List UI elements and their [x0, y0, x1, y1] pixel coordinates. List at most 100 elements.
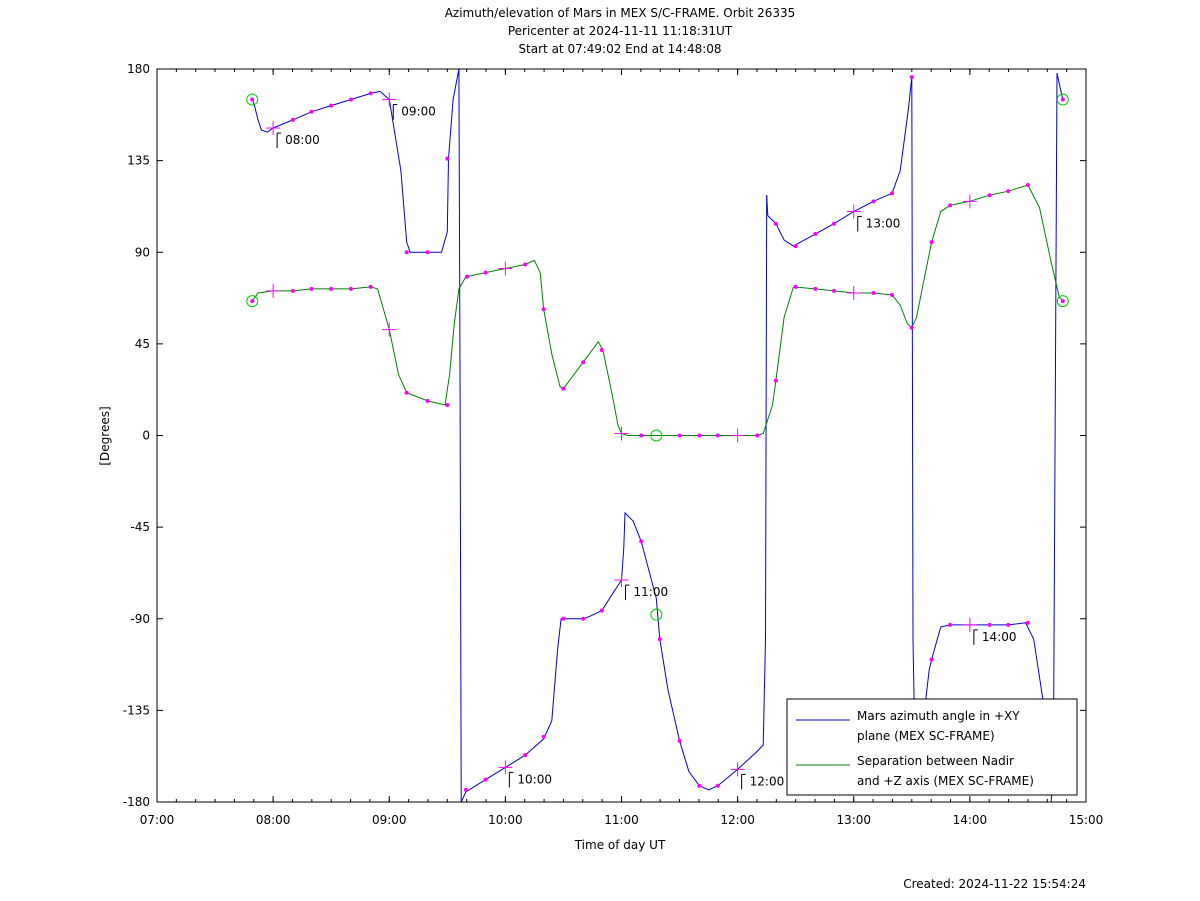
data-point-marker: [929, 240, 934, 245]
data-point-marker: [348, 97, 353, 102]
event-circle-marker: [1056, 295, 1069, 308]
azimuth-series-line: [251, 68, 460, 253]
chart-title: Azimuth/elevation of Mars in MEX S/C-FRA…: [445, 6, 796, 56]
data-point-marker: [909, 75, 914, 80]
azimuth-series-line: [458, 68, 462, 803]
data-point-marker: [404, 390, 409, 395]
data-point-marker: [368, 284, 373, 289]
time-marker-label: 14:00: [982, 630, 1017, 644]
data-point-marker: [309, 286, 314, 291]
data-point-marker: [599, 608, 604, 613]
event-circle-marker: [246, 93, 259, 106]
data-point-marker: [250, 97, 255, 102]
event-circle-marker: [650, 608, 663, 621]
data-point-marker: [657, 637, 662, 642]
time-cross-marker: [962, 617, 977, 632]
chart-title-line-1: Azimuth/elevation of Mars in MEX S/C-FRA…: [445, 6, 796, 20]
data-point-marker: [581, 360, 586, 365]
time-cross-marker: [498, 760, 513, 775]
data-point-marker: [483, 270, 488, 275]
hour-cross-marker: [962, 194, 977, 209]
time-marker-label: 12:00: [750, 774, 785, 788]
data-point-marker: [639, 539, 644, 544]
data-point-marker: [871, 290, 876, 295]
hour-cross-marker: [730, 428, 745, 443]
data-point-marker: [425, 250, 430, 255]
data-point-marker: [832, 221, 837, 226]
x-tick-label: 09:00: [372, 813, 407, 827]
azimuth-series-line: [911, 77, 915, 701]
x-tick-label: 10:00: [488, 813, 523, 827]
data-point-marker: [755, 433, 760, 438]
data-point-marker: [348, 286, 353, 291]
time-cross-marker: [614, 573, 629, 588]
data-point-marker: [368, 91, 373, 96]
data-point-marker: [813, 231, 818, 236]
data-point-marker: [250, 299, 255, 304]
x-tick-label: 14:00: [953, 813, 988, 827]
data-point-marker: [1006, 622, 1011, 627]
data-point-marker: [890, 191, 895, 196]
data-point-marker: [832, 288, 837, 293]
x-tick-label: 15:00: [1069, 813, 1104, 827]
y-axis-label: [Degrees]: [98, 406, 112, 465]
data-point-marker: [948, 622, 953, 627]
data-point-marker: [599, 347, 604, 352]
data-point-marker: [523, 262, 528, 267]
time-marker-label: 10:00: [517, 772, 552, 786]
data-point-marker: [987, 193, 992, 198]
event-circle-marker: [1056, 93, 1069, 106]
hour-cross-marker: [846, 285, 861, 300]
data-point-marker: [1025, 183, 1030, 188]
legend-label-separation-line-2: and +Z axis (MEX SC-FRAME): [857, 774, 1034, 788]
data-point-marker: [445, 156, 450, 161]
created-timestamp: Created: 2024-11-22 15:54:24: [903, 877, 1086, 891]
axes-layer: 07:00 08:00 09:00 10:00 11:00 12:00 13:00 14:00…: [123, 62, 1104, 827]
data-point-marker: [1060, 97, 1065, 102]
legend: Mars azimuth angle in +XY plane (MEX SC-…: [786, 698, 1078, 796]
hour-cross-marker: [266, 283, 281, 298]
data-point-marker: [793, 284, 798, 289]
y-tick-label: 135: [127, 154, 150, 168]
data-point-marker: [715, 783, 720, 788]
x-tick-label: 13:00: [836, 813, 871, 827]
data-point-marker: [987, 622, 992, 627]
data-point-marker: [909, 325, 914, 330]
time-marker-label: 09:00: [401, 105, 436, 119]
y-tick-label: 0: [142, 429, 150, 443]
x-tick-label: 07:00: [140, 813, 175, 827]
data-point-marker: [929, 657, 934, 662]
hour-cross-marker: [498, 261, 513, 276]
data-point-marker: [1006, 189, 1011, 194]
y-tick-label: -135: [123, 703, 150, 717]
data-point-marker: [290, 117, 295, 122]
legend-label-azimuth-line-2: plane (MEX SC-FRAME): [857, 729, 995, 743]
data-point-marker: [561, 386, 566, 391]
marker-layer: 08:00 09:00 10:00 11:00 12:00 13:00 14:00: [246, 75, 1069, 792]
legend-label-separation-line-1: Separation between Nadir: [857, 754, 1014, 768]
event-circle-marker: [246, 295, 259, 308]
time-cross-marker: [382, 92, 397, 107]
data-point-marker: [715, 433, 720, 438]
time-cross-marker: [730, 762, 745, 777]
x-tick-label: 08:00: [256, 813, 291, 827]
data-point-marker: [871, 199, 876, 204]
data-point-marker: [541, 307, 546, 312]
data-point-marker: [639, 433, 644, 438]
data-point-marker: [813, 286, 818, 291]
data-point-marker: [677, 738, 682, 743]
data-point-marker: [329, 286, 334, 291]
x-axis-label: Time of day UT: [574, 838, 666, 852]
data-point-marker: [425, 398, 430, 403]
data-point-marker: [541, 734, 546, 739]
time-cross-marker: [266, 121, 281, 136]
x-tick-label: 11:00: [604, 813, 639, 827]
chart-title-line-2: Pericenter at 2024-11-11 11:18:31UT: [508, 24, 733, 38]
data-point-marker: [697, 783, 702, 788]
data-point-marker: [329, 103, 334, 108]
x-tick-label: 12:00: [720, 813, 755, 827]
data-point-marker: [561, 616, 566, 621]
data-point-marker: [773, 221, 778, 226]
time-cross-marker: [846, 204, 861, 219]
y-tick-label: -180: [123, 795, 150, 809]
